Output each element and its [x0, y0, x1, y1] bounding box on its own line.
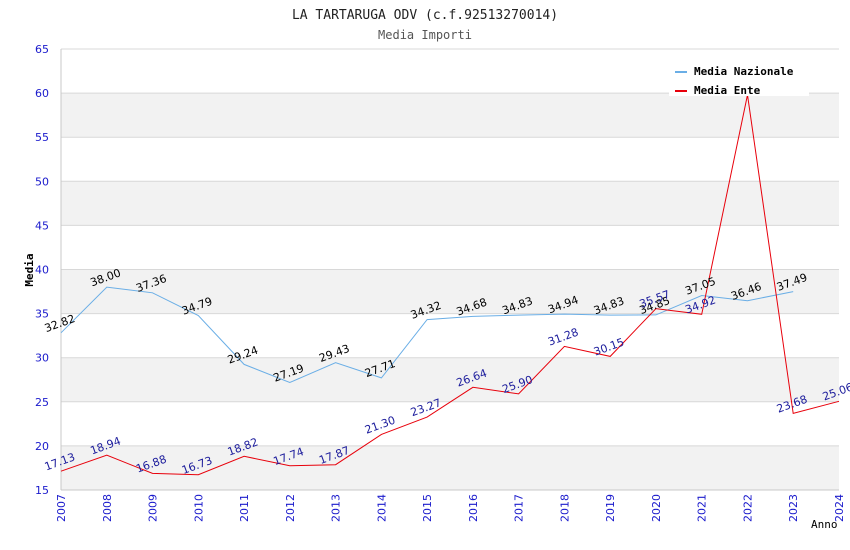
series-line-media-ente — [60, 94, 840, 476]
x-tick-label: 2014 — [375, 494, 388, 522]
legend-label-media-nazionale: Media Nazionale — [694, 65, 794, 78]
plot-band — [61, 357, 839, 402]
y-tick-label: 40 — [35, 264, 49, 277]
plot-band — [61, 93, 839, 138]
series-line-media-nazionale — [60, 286, 794, 384]
x-tick-label: 2020 — [650, 494, 663, 522]
plot-band — [61, 181, 839, 226]
legend: Media Nazionale Media Ente — [669, 60, 809, 97]
legend-label-media-ente: Media Ente — [694, 84, 761, 97]
series-lines — [60, 94, 840, 476]
plot-band — [61, 445, 839, 490]
plot-band — [61, 269, 839, 314]
y-tick-label: 15 — [35, 484, 49, 497]
y-tick-label: 20 — [35, 440, 49, 453]
x-tick-labels: 2007 2008 2009 2010 2011 2012 2013 2014 2015 2016… — [55, 494, 846, 522]
y-tick-label: 45 — [35, 219, 49, 232]
x-tick-label: 2019 — [604, 494, 617, 522]
y-axis-label: Media — [23, 253, 36, 286]
y-tick-labels: 15 20 25 30 35 40 45 50 55 60 65 — [35, 43, 49, 497]
y-tick-label: 35 — [35, 308, 49, 321]
plot-band — [61, 401, 839, 446]
y-tick-label: 55 — [35, 131, 49, 144]
x-tick-label: 2021 — [696, 494, 709, 522]
y-tick-label: 30 — [35, 352, 49, 365]
x-tick-label: 2024 — [833, 494, 846, 522]
y-tick-label: 25 — [35, 396, 49, 409]
x-tick-label: 2010 — [192, 494, 205, 522]
x-tick-label: 2015 — [421, 494, 434, 522]
x-tick-label: 2007 — [55, 494, 68, 522]
x-tick-label: 2012 — [284, 494, 297, 522]
x-tick-label: 2017 — [513, 494, 526, 522]
y-tick-label: 60 — [35, 87, 49, 100]
legend-box — [669, 60, 809, 96]
y-tick-label: 50 — [35, 175, 49, 188]
chart-subtitle: Media Importi — [378, 28, 472, 42]
y-tick-label: 65 — [35, 43, 49, 56]
plot-background-bands — [61, 49, 839, 490]
x-tick-label: 2022 — [741, 494, 754, 522]
plot-band — [61, 137, 839, 182]
x-tick-label: 2011 — [238, 494, 251, 522]
x-tick-label: 2018 — [558, 494, 571, 522]
x-tick-label: 2016 — [467, 494, 480, 522]
plot-band — [61, 225, 839, 270]
x-tick-label: 2009 — [147, 494, 160, 522]
x-axis-label: Anno — [811, 518, 838, 531]
x-tick-label: 2023 — [787, 494, 800, 522]
x-tick-label: 2008 — [101, 494, 114, 522]
x-tick-label: 2013 — [330, 494, 343, 522]
plot-band — [61, 313, 839, 358]
chart-title: LA TARTARUGA ODV (c.f.92513270014) — [292, 8, 558, 23]
